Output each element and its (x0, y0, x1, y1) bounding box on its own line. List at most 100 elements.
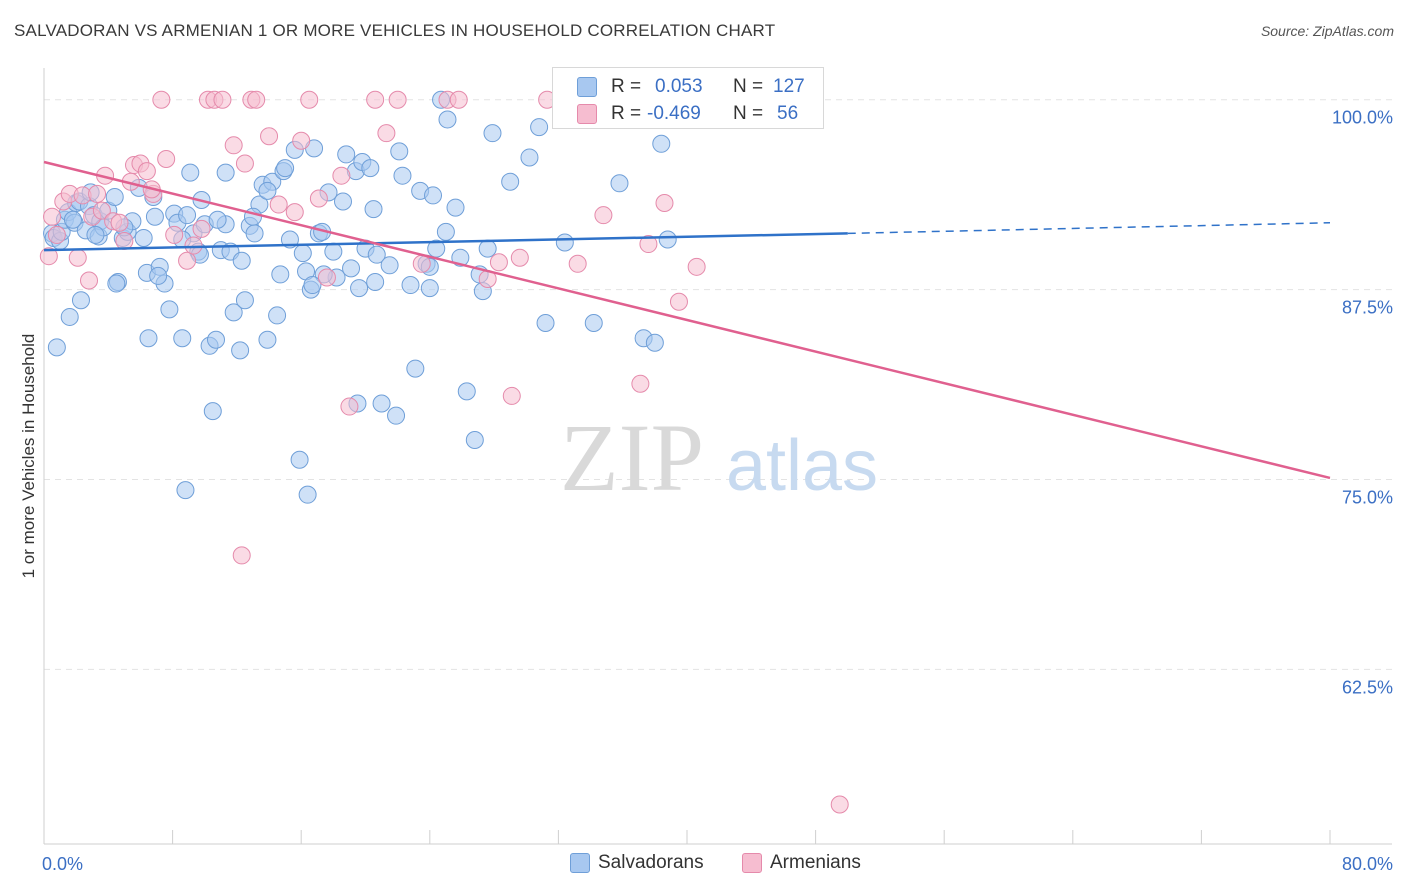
salvadoran-point (652, 134, 671, 153)
armenian-point (184, 236, 203, 255)
y-tick-label: 62.5% (1342, 677, 1393, 697)
salvadoran-point (372, 394, 391, 413)
r-label: R = (611, 76, 642, 97)
y-axis-label: 1 or more Vehicles in Household (19, 334, 38, 579)
watermark-zip: ZIP (560, 404, 704, 511)
armenian-point (68, 248, 87, 267)
armenian-point (366, 90, 385, 109)
salvadoran-point (645, 333, 664, 352)
salvadoran-point (173, 329, 192, 348)
legend-label-salvadorans: Salvadorans (598, 852, 704, 873)
salvadoran-point (216, 163, 235, 182)
stats-swatch-armenians (577, 104, 597, 124)
salvadoran-point (105, 187, 124, 206)
salvadoran-point (207, 330, 226, 349)
salvadoran-point (436, 222, 455, 241)
salvadoran-point (232, 251, 251, 270)
r-value: 0.053 (655, 76, 703, 97)
armenian-point (80, 271, 99, 290)
armenian-point (260, 127, 279, 146)
salvadoran-point (364, 200, 383, 219)
salvadoran-point (520, 148, 539, 167)
salvadoran-point (438, 110, 457, 129)
r-label: R = (611, 103, 642, 124)
salvadoran-point (86, 225, 105, 244)
salvadoran-point (293, 244, 312, 263)
armenian-point (655, 194, 674, 213)
armenian-point (340, 397, 359, 416)
armenian-point (92, 201, 111, 220)
salvadoran-point (231, 341, 250, 360)
armenian-point (285, 203, 304, 222)
salvadorans-trend-extension (847, 222, 1331, 235)
salvadoran-point (342, 259, 361, 278)
r-value: -0.469 (647, 103, 701, 124)
armenian-point (110, 213, 129, 232)
salvadoran-point (160, 300, 179, 319)
armenian-point (449, 90, 468, 109)
armenian-point (631, 374, 650, 393)
salvadoran-point (333, 192, 352, 211)
stats-box: R = 0.053 N = 127 R = -0.469 N = 56 (552, 67, 824, 129)
armenian-point (412, 254, 431, 273)
armenian-point (309, 189, 328, 208)
armenian-point (88, 184, 107, 203)
stats-row-armenians: R = -0.469 N = 56 (553, 100, 823, 128)
armenian-point (292, 131, 311, 150)
salvadoran-point (446, 198, 465, 217)
salvadoran-point (361, 159, 380, 178)
armenian-point (43, 207, 62, 226)
tick-labels: 100.0% 87.5% 75.0% 62.5% 0.0% 80.0% (42, 108, 1393, 874)
legend-item-armenians[interactable]: Armenians (742, 852, 861, 874)
source-label: Source: ZipAtlas.com (1260, 23, 1394, 39)
armenian-point (235, 154, 254, 173)
n-label: N = (733, 103, 764, 124)
salvadoran-point (178, 206, 197, 225)
salvadoran-point (555, 233, 574, 252)
armenian-point (269, 195, 288, 214)
salvadoran-point (303, 276, 322, 295)
salvadoran-point (337, 145, 356, 164)
salvadoran-point (290, 450, 309, 469)
armenian-point (157, 149, 176, 168)
armenian-point (830, 795, 849, 814)
legend-label-armenians: Armenians (770, 852, 861, 873)
x-tick-label: 0.0% (42, 854, 83, 874)
armenian-point (377, 124, 396, 143)
salvadoran-point (63, 210, 82, 229)
n-label: N = (733, 76, 764, 97)
salvadoran-point (298, 485, 317, 504)
salvadorans-trend-line (43, 232, 848, 252)
axes (43, 68, 1392, 845)
salvadoran-point (60, 307, 79, 326)
armenian-point (115, 232, 134, 251)
stats-row-salvadorans: R = 0.053 N = 127 (553, 73, 823, 101)
salvadoran-point (107, 274, 126, 293)
legend-item-salvadorans[interactable]: Salvadorans (570, 852, 704, 874)
chart-title: SALVADORAN VS ARMENIAN 1 OR MORE VEHICLE… (14, 21, 776, 40)
salvadoran-point (71, 291, 90, 310)
salvadoran-point (406, 359, 425, 378)
armenian-point (300, 90, 319, 109)
y-tick-label: 100.0% (1332, 108, 1393, 128)
armenian-point (213, 90, 232, 109)
salvadoran-point (584, 314, 603, 333)
salvadoran-point (258, 330, 277, 349)
salvadoran-point (420, 279, 439, 298)
salvadoran-point (401, 276, 420, 295)
armenian-point (247, 90, 266, 109)
salvadoran-point (47, 338, 66, 357)
armenian-point (639, 235, 658, 254)
x-tick-label: 80.0% (1342, 854, 1393, 874)
salvadoran-point (424, 186, 443, 205)
salvadoran-point (530, 118, 549, 137)
salvadoran-point (457, 382, 476, 401)
n-value: 127 (773, 76, 805, 97)
salvadoran-point (390, 142, 409, 161)
armenian-point (192, 219, 211, 238)
salvadoran-point (203, 402, 222, 421)
legend-swatch-armenians (742, 853, 762, 873)
salvadoran-point (393, 166, 412, 185)
salvadoran-point (380, 256, 399, 275)
salvadoran-point (387, 406, 406, 425)
